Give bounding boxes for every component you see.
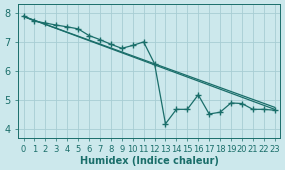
X-axis label: Humidex (Indice chaleur): Humidex (Indice chaleur): [80, 156, 219, 166]
